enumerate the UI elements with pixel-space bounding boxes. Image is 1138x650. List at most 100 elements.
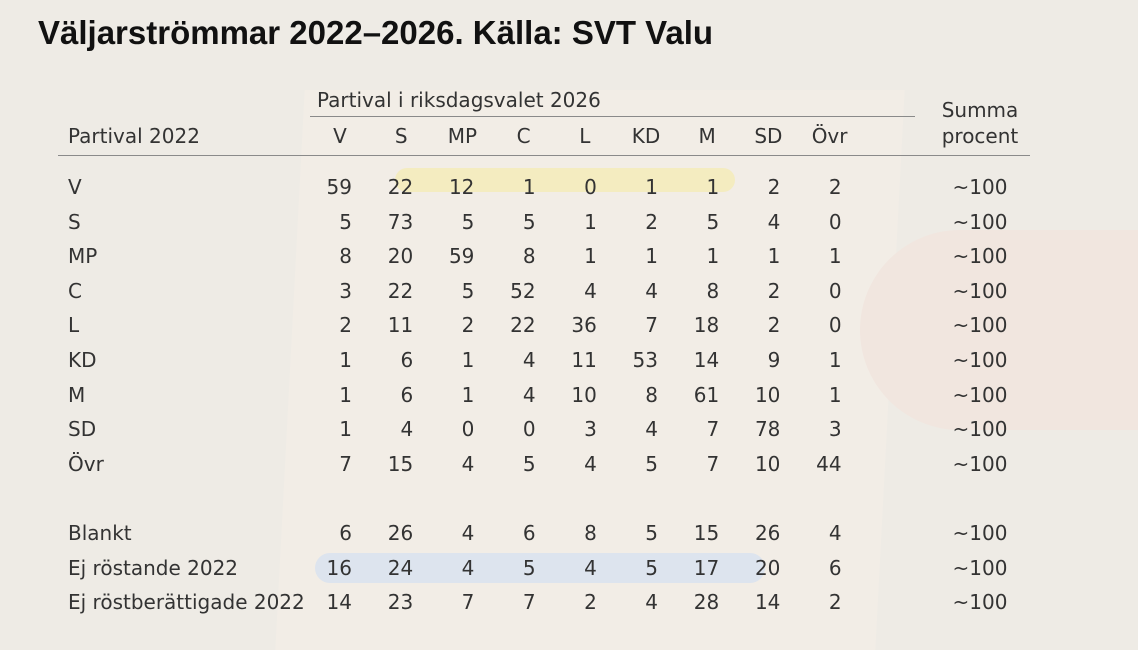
cell: 61 <box>693 382 720 407</box>
cell: 0 <box>584 175 597 199</box>
cell: 2 <box>767 175 781 199</box>
cell: 1 <box>767 244 781 269</box>
column-header: M <box>698 124 716 148</box>
cell: 2 <box>584 590 597 615</box>
cell: 4 <box>461 521 475 545</box>
cell: 5 <box>645 451 658 476</box>
cell: 4 <box>645 590 658 615</box>
cell: 5 <box>339 209 352 234</box>
cell: 8 <box>584 521 597 545</box>
row-label: Ej röstande 2022 <box>68 555 239 580</box>
cell: 7 <box>706 417 720 442</box>
cell: 5 <box>522 209 536 234</box>
slot-blue <box>315 553 765 583</box>
cell: 6 <box>400 382 414 407</box>
header-rule <box>58 155 1030 156</box>
cell: 1 <box>584 244 597 269</box>
cell: 4 <box>584 278 597 303</box>
column-header: S <box>394 124 408 148</box>
cell: 7 <box>706 451 720 476</box>
row-label: Övr <box>68 451 104 476</box>
sum-cell: ~100 <box>952 175 1008 199</box>
cell: 14 <box>326 590 352 615</box>
cell: 4 <box>584 555 597 580</box>
cell: 23 <box>387 590 414 615</box>
cell: 3 <box>584 417 597 442</box>
cell: 2 <box>767 313 781 338</box>
row-label: C <box>68 278 82 303</box>
column-header: MP <box>447 124 478 148</box>
cell: 1 <box>645 244 658 269</box>
row-label: MP <box>68 244 98 269</box>
cell: 5 <box>461 209 475 234</box>
sum-cell: ~100 <box>952 348 1008 372</box>
cell: 6 <box>522 521 536 545</box>
cell: 15 <box>693 521 720 545</box>
group-rule <box>310 116 915 117</box>
cell: 20 <box>754 555 781 580</box>
cell: 22 <box>387 278 414 303</box>
cell: 4 <box>522 382 536 407</box>
cell: 1 <box>706 175 720 199</box>
cell: 10 <box>754 451 781 476</box>
cell: 1 <box>828 244 842 269</box>
column-header: Övr <box>811 124 848 148</box>
cell: 1 <box>522 175 536 199</box>
cell: 1 <box>706 244 720 269</box>
row-label: V <box>68 175 82 199</box>
cell: 20 <box>387 244 414 269</box>
cell: 4 <box>828 521 842 545</box>
cell: 1 <box>828 348 842 372</box>
slot-yellow <box>395 168 735 192</box>
row-label: Blankt <box>68 521 132 545</box>
cell: 1 <box>339 348 352 372</box>
cell: 1 <box>461 382 475 407</box>
group-header: Partival i riksdagsvalet 2026 <box>317 88 601 112</box>
cell: 0 <box>828 278 842 303</box>
cell: 9 <box>767 348 781 372</box>
sum-cell: ~100 <box>952 244 1008 269</box>
column-header: L <box>579 124 591 148</box>
cell: 5 <box>522 555 536 580</box>
cell: 4 <box>522 348 536 372</box>
sum-cell: ~100 <box>952 521 1008 545</box>
row-label: L <box>68 313 80 338</box>
cell: 10 <box>754 382 781 407</box>
sum-header: Summa <box>941 98 1019 122</box>
cell: 1 <box>645 175 658 199</box>
cell: 24 <box>387 555 414 580</box>
cell: 73 <box>387 209 414 234</box>
row-label: SD <box>68 417 97 442</box>
row-label: S <box>68 209 81 234</box>
cell: 12 <box>448 175 475 199</box>
cell: 14 <box>754 590 781 615</box>
cell: 1 <box>461 348 475 372</box>
cell: 2 <box>461 313 475 338</box>
cell: 16 <box>326 555 352 580</box>
cell: 1 <box>339 417 352 442</box>
cell: 6 <box>400 348 414 372</box>
row-label: M <box>68 382 86 407</box>
cell: 4 <box>461 451 475 476</box>
cell: 5 <box>522 451 536 476</box>
cell: 7 <box>339 451 352 476</box>
cell: 8 <box>339 244 352 269</box>
cell: 78 <box>754 417 781 442</box>
cell: 14 <box>693 348 720 372</box>
cell: 3 <box>339 278 352 303</box>
cell: 5 <box>645 521 658 545</box>
cell: 26 <box>387 521 414 545</box>
cell: 5 <box>645 555 658 580</box>
cell: 15 <box>387 451 414 476</box>
cell: 1 <box>828 382 842 407</box>
cell: 4 <box>645 278 658 303</box>
cell: 8 <box>706 278 720 303</box>
cell: 22 <box>387 175 414 199</box>
sum-cell: ~100 <box>952 382 1008 407</box>
cell: 4 <box>767 209 781 234</box>
cell: 10 <box>571 382 597 407</box>
cell: 22 <box>510 313 536 338</box>
row-header: Partival 2022 <box>68 124 200 148</box>
sum-cell: ~100 <box>952 209 1008 234</box>
cell: 11 <box>387 313 414 338</box>
